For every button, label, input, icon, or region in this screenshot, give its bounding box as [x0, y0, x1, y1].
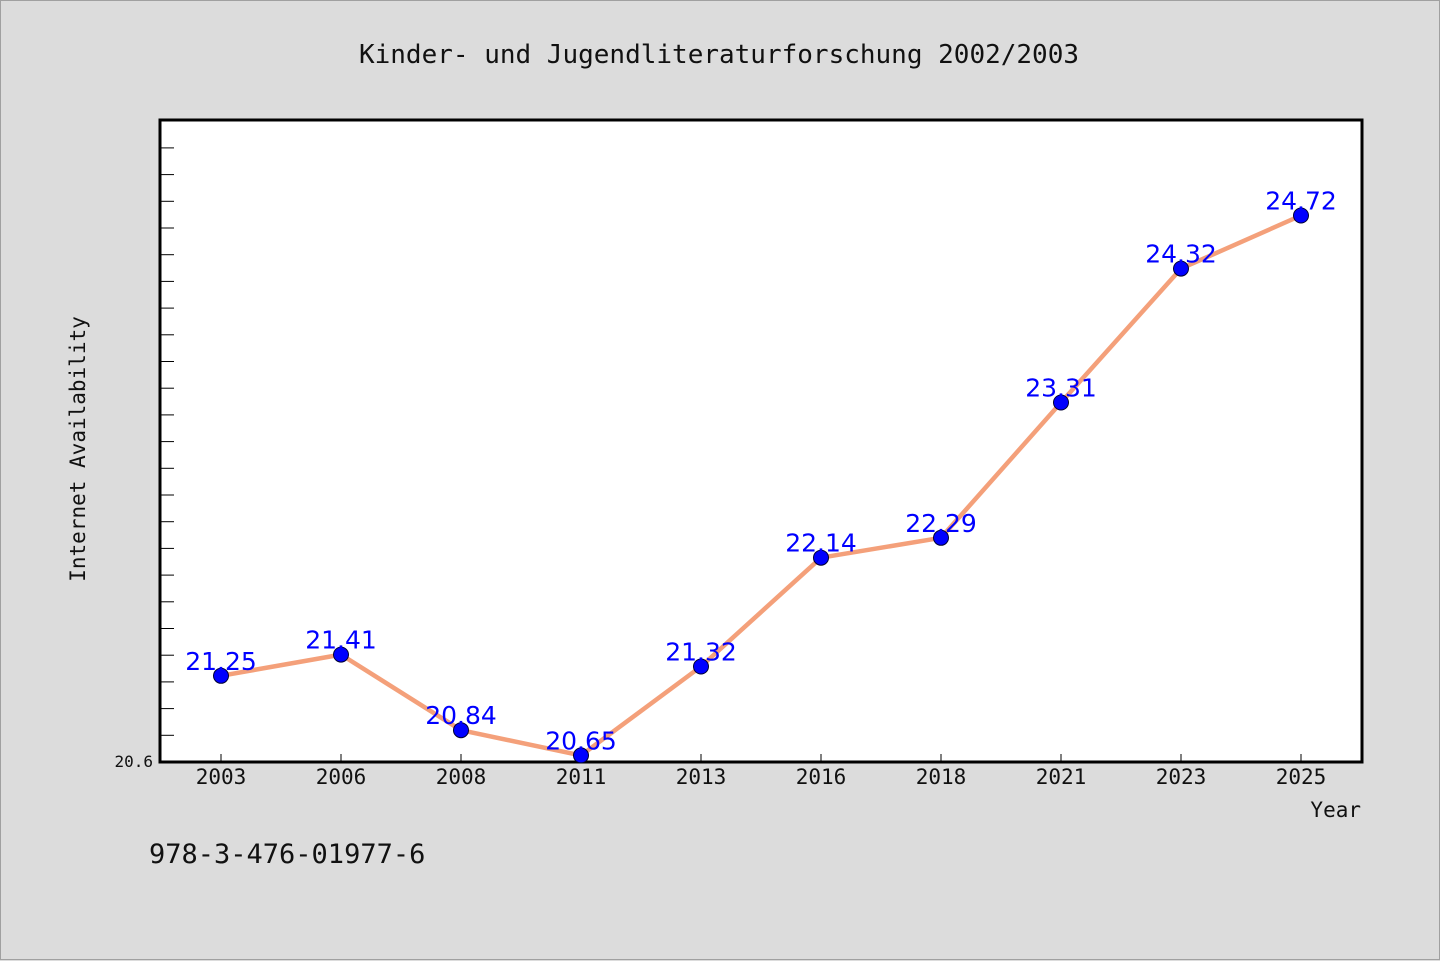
data-markers	[213, 207, 1309, 764]
y-axis-title: Internet Availability	[66, 316, 90, 582]
data-label: 20.65	[545, 726, 617, 755]
data-labels: 21.25 21.41 20.84 20.65 21.32 22.14 22.29 23.31…	[185, 187, 1337, 756]
x-axis-tick-labels: 2003 2006 2008 2011 2013 2016 2018 2021 2023 2025	[196, 765, 1327, 789]
x-tick-label: 2023	[1156, 765, 1207, 789]
x-tick-label: 2003	[196, 765, 247, 789]
data-point	[453, 722, 469, 739]
y-axis-min-label: 20.6	[114, 752, 153, 771]
data-label: 23.31	[1025, 374, 1097, 403]
x-tick-label: 2006	[316, 765, 367, 789]
data-label: 24.32	[1145, 240, 1217, 269]
data-point	[573, 747, 589, 764]
data-point	[933, 529, 949, 546]
x-tick-label: 2018	[916, 765, 967, 789]
data-point	[333, 646, 349, 663]
data-label: 21.41	[305, 626, 377, 655]
data-point	[1053, 394, 1069, 411]
data-point	[693, 658, 709, 675]
series-line-group	[218, 213, 1304, 758]
x-axis-title: Year	[1310, 798, 1361, 822]
data-label: 22.14	[785, 529, 857, 558]
x-tick-label: 2008	[436, 765, 487, 789]
x-tick-label: 2021	[1036, 765, 1087, 789]
data-point	[813, 549, 829, 566]
x-tick-label: 2025	[1276, 765, 1327, 789]
x-tick-label: 2016	[796, 765, 847, 789]
y-axis-ticks	[160, 147, 174, 736]
data-point	[213, 667, 229, 684]
series-line	[218, 213, 1304, 758]
data-label: 22.29	[905, 509, 977, 538]
x-tick-label: 2011	[556, 765, 607, 789]
x-tick-label: 2013	[676, 765, 727, 789]
isbn-footer: 978-3-476-01977-6	[149, 839, 425, 870]
data-label: 24.72	[1265, 187, 1337, 216]
data-label: 20.84	[425, 701, 497, 730]
chart-title: Kinder- und Jugendliteraturforschung 200…	[359, 40, 1079, 70]
data-label: 21.32	[665, 638, 737, 667]
data-point	[1293, 207, 1309, 224]
data-point	[1173, 260, 1189, 277]
plot-area	[158, 118, 1364, 764]
data-label: 21.25	[185, 647, 257, 676]
